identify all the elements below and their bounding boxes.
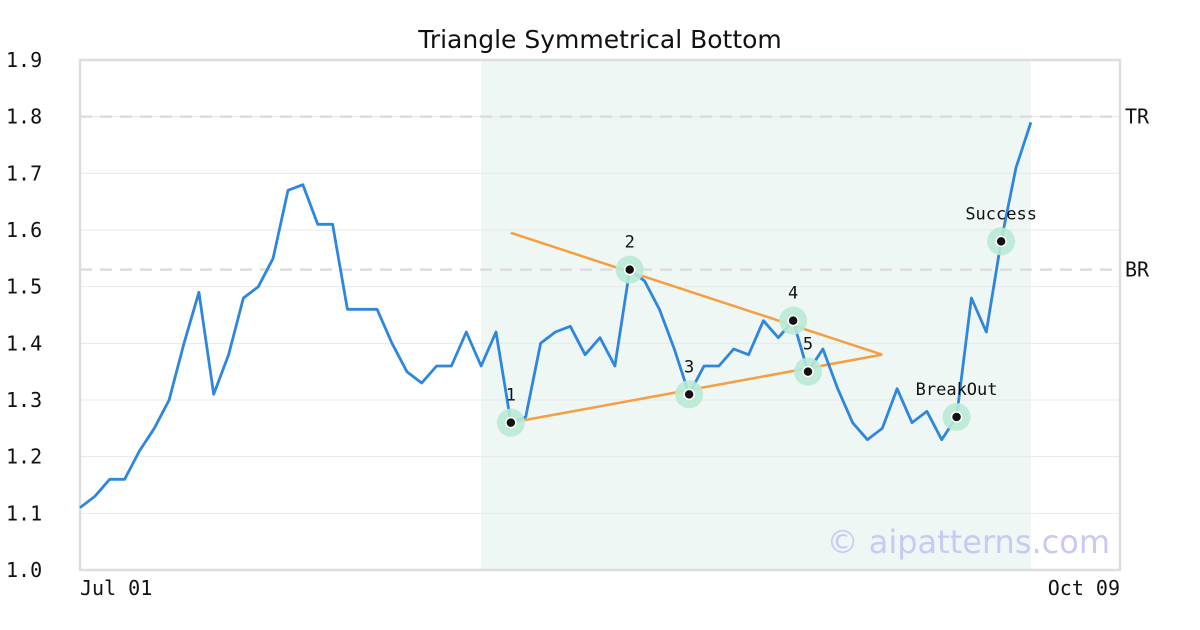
- point-marker: [505, 416, 517, 429]
- point-label: Success: [965, 204, 1037, 224]
- point-marker: [787, 314, 799, 327]
- y-tick-label: 1.6: [6, 218, 42, 242]
- y-tick-label: 1.9: [6, 48, 42, 72]
- pattern-highlight-region: [481, 60, 1031, 570]
- level-label: TR: [1125, 105, 1150, 129]
- trendline: [510, 231, 883, 356]
- y-tick-label: 1.5: [6, 275, 42, 299]
- point-label: 2: [625, 233, 635, 253]
- plot-frame: [78, 58, 1122, 572]
- point-marker: [950, 411, 963, 423]
- y-tick-label: 1.3: [6, 388, 42, 412]
- point-marker: [802, 365, 814, 378]
- point-label: 4: [788, 284, 798, 304]
- x-tick-label: Jul 01: [80, 576, 152, 600]
- watermark: © aipatterns.com: [827, 523, 1110, 561]
- y-tick-label: 1.8: [6, 105, 42, 129]
- point-marker: [683, 388, 695, 401]
- point-label: 5: [803, 335, 813, 355]
- point-marker: [995, 235, 1007, 248]
- chart-title: Triangle Symmetrical Bottom: [417, 25, 782, 54]
- point-label: 3: [684, 357, 694, 377]
- y-tick-label: 1.2: [6, 445, 42, 469]
- y-tick-label: 1.7: [6, 161, 42, 185]
- point-label: BreakOut: [916, 380, 998, 400]
- y-tick-label: 1.1: [6, 501, 42, 525]
- price-line: [79, 121, 1033, 509]
- point-label: 1: [506, 386, 516, 406]
- y-tick-label: 1.4: [6, 331, 42, 355]
- point-marker: [623, 263, 636, 276]
- y-tick-label: 1.0: [6, 558, 42, 582]
- level-label: BR: [1125, 258, 1150, 282]
- x-tick-label: Oct 09: [1048, 576, 1120, 600]
